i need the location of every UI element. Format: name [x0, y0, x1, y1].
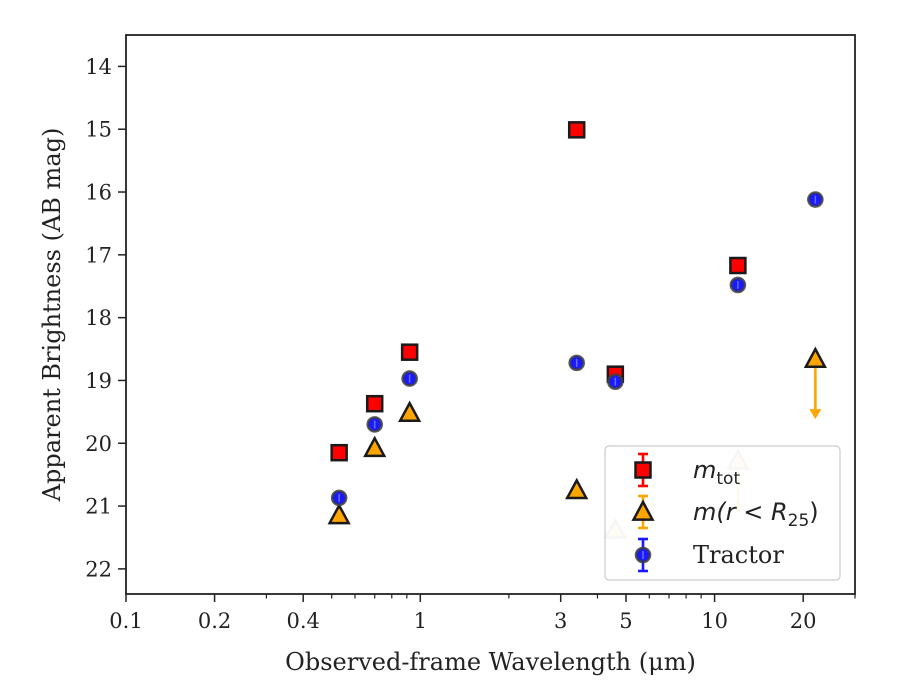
y-tick-label: 15: [85, 118, 112, 142]
triangle-marker: [631, 499, 655, 521]
legend-label: m(r < R25): [693, 498, 819, 531]
data-point-tractor: [568, 354, 586, 372]
y-tick-label: 20: [85, 432, 112, 456]
legend-box: [604, 445, 841, 581]
square-marker: [330, 443, 348, 462]
x-tick-label: 0.4: [286, 609, 319, 633]
data-point-mR25: [565, 477, 589, 500]
axes: 0.1 0.2 0.4 1 3 5 10 20 14 15 16 17 18 19 20 21 22: [85, 55, 856, 633]
data-point-mtot: [400, 343, 419, 361]
data-point-mtot: [365, 394, 384, 413]
legend-label: Tractor: [693, 541, 784, 569]
plot-frame: [125, 34, 856, 595]
triangle-marker: [363, 435, 387, 458]
data-point-mtot: [729, 256, 747, 275]
y-tick-label: 21: [85, 495, 112, 519]
data-point-mR25: [327, 502, 351, 525]
legend-entry-mR25: m(r < R25): [631, 494, 819, 531]
series-mtot: [330, 121, 747, 462]
legend: mtot m(r < R25) Tractor: [604, 445, 841, 581]
x-tick-label: 5: [619, 609, 632, 633]
triangle-marker: [398, 400, 422, 422]
upper-limit-arrowhead: [809, 409, 822, 420]
square-marker: [567, 121, 586, 139]
x-axis-label: Observed-frame Wavelength (μm): [285, 648, 696, 676]
x-tick-label: 1: [414, 609, 427, 633]
data-point-mtot: [330, 443, 348, 462]
data-point-tractor: [807, 191, 824, 208]
legend-entry-mtot: mtot: [634, 452, 740, 489]
square-marker: [400, 343, 419, 361]
triangle-marker: [327, 502, 351, 525]
y-tick-label: 14: [85, 55, 112, 79]
square-marker: [634, 461, 652, 479]
data-point-tractor: [366, 416, 384, 433]
x-tick-label: 20: [790, 609, 817, 633]
x-tick-label: 0.1: [109, 609, 142, 633]
data-point-mR25: [398, 400, 422, 422]
x-tick-label: 3: [554, 609, 567, 633]
data-point-tractor: [330, 489, 348, 507]
legend-label: mtot: [693, 456, 740, 489]
triangle-marker: [803, 346, 827, 368]
y-tick-label: 16: [85, 181, 112, 205]
x-tick-label: 10: [701, 609, 728, 633]
square-marker: [729, 256, 747, 275]
y-axis-label: Apparent Brightness (AB mag): [38, 128, 66, 503]
data-point-mtot: [567, 121, 586, 139]
y-tick-label: 22: [85, 557, 112, 581]
triangle-marker: [565, 477, 589, 500]
data-point-tractor: [401, 370, 418, 387]
data-point-mR25: [363, 435, 387, 458]
x-tick-label: 0.2: [198, 609, 231, 633]
data-point-mR25: [803, 346, 827, 420]
y-tick-label: 18: [85, 306, 112, 330]
y-tick-label: 19: [85, 369, 112, 393]
data-point-tractor: [729, 276, 747, 294]
series-tractor: [330, 191, 824, 507]
legend-entry-tractor: Tractor: [634, 537, 784, 573]
data-point-tractor: [607, 373, 624, 391]
y-tick-label: 17: [85, 243, 112, 267]
square-marker: [365, 394, 384, 413]
